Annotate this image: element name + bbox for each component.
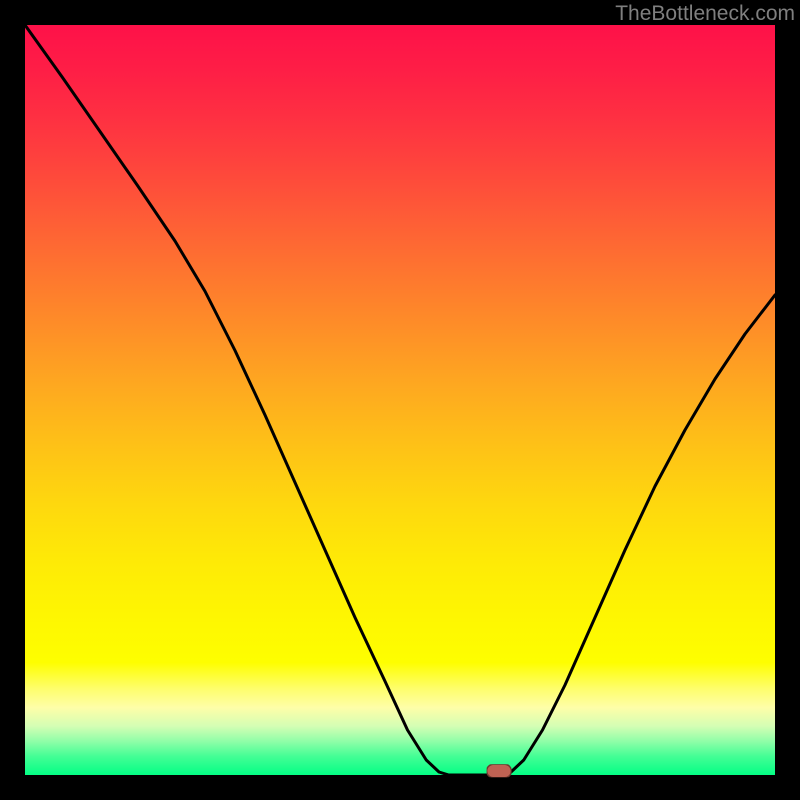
bottleneck-curve bbox=[25, 25, 775, 775]
curve-path bbox=[25, 25, 775, 775]
plot-area bbox=[25, 25, 775, 775]
optimal-marker-pill bbox=[487, 764, 512, 778]
watermark-text: TheBottleneck.com bbox=[615, 2, 795, 26]
optimal-marker bbox=[487, 764, 512, 778]
